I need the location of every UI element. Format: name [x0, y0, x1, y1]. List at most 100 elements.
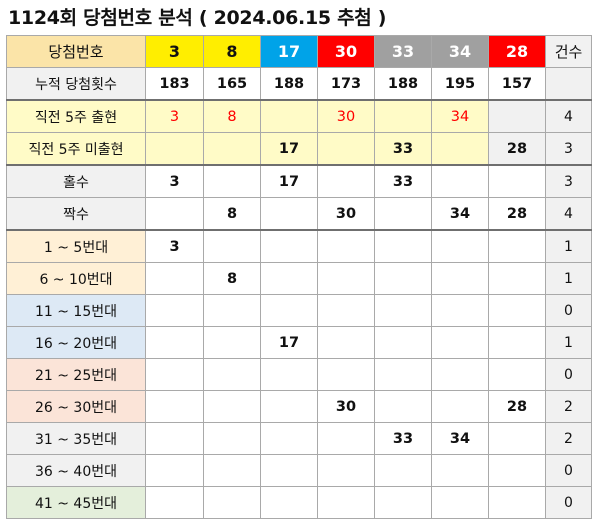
table-cell: 188	[260, 67, 318, 101]
page-title: 1124회 당첨번호 분석 ( 2024.06.15 추첨 )	[8, 7, 387, 29]
table-cell	[203, 486, 261, 519]
range-label: 36 ~ 40번대	[6, 454, 146, 487]
table-cell: 30	[317, 390, 375, 423]
table-cell	[374, 326, 432, 359]
table-cell	[431, 326, 489, 359]
table-cell: 34	[431, 99, 489, 133]
odd-row: 홀수 3 17 33 3	[6, 164, 592, 198]
row-label: 홀수	[6, 164, 146, 198]
table-cell	[488, 294, 546, 327]
table-cell	[488, 326, 546, 359]
table-cell	[260, 454, 318, 487]
table-cell: 17	[260, 164, 318, 198]
table-cell	[431, 132, 489, 166]
row-label: 직전 5주 미출현	[6, 132, 146, 166]
table-cell	[374, 99, 432, 133]
table-cell	[260, 294, 318, 327]
range-row: 1 ~ 5번대 3 1	[6, 229, 592, 263]
row-label: 누적 당첨횟수	[6, 67, 146, 101]
table-cell	[317, 294, 375, 327]
table-cell	[374, 390, 432, 423]
range-label: 41 ~ 45번대	[6, 486, 146, 519]
table-cell	[145, 294, 204, 327]
table-cell	[203, 326, 261, 359]
table-cell	[317, 486, 375, 519]
range-row: 6 ~ 10번대 8 1	[6, 262, 592, 295]
range-row: 31 ~ 35번대 33 34 2	[6, 422, 592, 455]
table-cell	[317, 422, 375, 455]
table-cell	[317, 358, 375, 391]
cumulative-row: 누적 당첨횟수 183 165 188 173 188 195 157	[6, 67, 592, 101]
count-cell: 0	[545, 294, 592, 327]
table-cell: 8	[203, 262, 261, 295]
row-label: 짝수	[6, 197, 146, 231]
table-cell	[488, 422, 546, 455]
table-cell	[145, 132, 204, 166]
table-cell	[488, 229, 546, 263]
table-cell	[145, 326, 204, 359]
table-cell: 28	[488, 132, 546, 166]
count-cell: 4	[545, 99, 592, 133]
range-row: 36 ~ 40번대 0	[6, 454, 592, 487]
table-cell	[260, 486, 318, 519]
range-row: 41 ~ 45번대 0	[6, 486, 592, 519]
table-cell	[431, 358, 489, 391]
table-cell	[488, 486, 546, 519]
table-cell: 28	[488, 197, 546, 231]
table-cell	[374, 229, 432, 263]
range-label: 26 ~ 30번대	[6, 390, 146, 423]
table-cell	[260, 390, 318, 423]
count-cell	[545, 67, 592, 101]
table-cell	[431, 454, 489, 487]
table-cell	[317, 164, 375, 198]
table-cell	[260, 358, 318, 391]
table-cell: 28	[488, 390, 546, 423]
table-cell	[145, 358, 204, 391]
table-cell: 183	[145, 67, 204, 101]
winning-number-cell: 34	[431, 35, 489, 68]
range-row: 11 ~ 15번대 0	[6, 294, 592, 327]
table-cell: 17	[260, 326, 318, 359]
range-row: 21 ~ 25번대 0	[6, 358, 592, 391]
range-label: 1 ~ 5번대	[6, 229, 146, 263]
table-cell: 188	[374, 67, 432, 101]
table-cell	[260, 262, 318, 295]
table-cell: 8	[203, 197, 261, 231]
winning-number-cell: 33	[374, 35, 432, 68]
table-cell: 30	[317, 99, 375, 133]
table-cell	[145, 454, 204, 487]
table-cell	[260, 422, 318, 455]
table-cell: 33	[374, 422, 432, 455]
table-cell	[374, 486, 432, 519]
table-cell	[260, 229, 318, 263]
count-cell: 2	[545, 390, 592, 423]
table-cell	[488, 454, 546, 487]
count-cell: 1	[545, 326, 592, 359]
table-cell: 195	[431, 67, 489, 101]
count-cell: 3	[545, 164, 592, 198]
table-cell	[260, 197, 318, 231]
table-cell: 3	[145, 164, 204, 198]
table-cell	[431, 262, 489, 295]
table-cell	[145, 262, 204, 295]
count-cell: 0	[545, 454, 592, 487]
table-cell	[203, 164, 261, 198]
range-label: 31 ~ 35번대	[6, 422, 146, 455]
count-cell: 3	[545, 132, 592, 166]
table-cell	[203, 358, 261, 391]
table-cell	[374, 358, 432, 391]
table-cell	[145, 486, 204, 519]
table-cell	[431, 294, 489, 327]
table-cell	[374, 262, 432, 295]
range-label: 21 ~ 25번대	[6, 358, 146, 391]
count-cell: 4	[545, 197, 592, 231]
count-cell: 1	[545, 262, 592, 295]
count-header: 건수	[545, 35, 592, 68]
table-cell	[145, 197, 204, 231]
count-cell: 0	[545, 486, 592, 519]
count-cell: 1	[545, 229, 592, 263]
table-cell	[203, 390, 261, 423]
even-row: 짝수 8 30 34 28 4	[6, 197, 592, 231]
table-cell: 17	[260, 132, 318, 166]
table-cell	[431, 164, 489, 198]
